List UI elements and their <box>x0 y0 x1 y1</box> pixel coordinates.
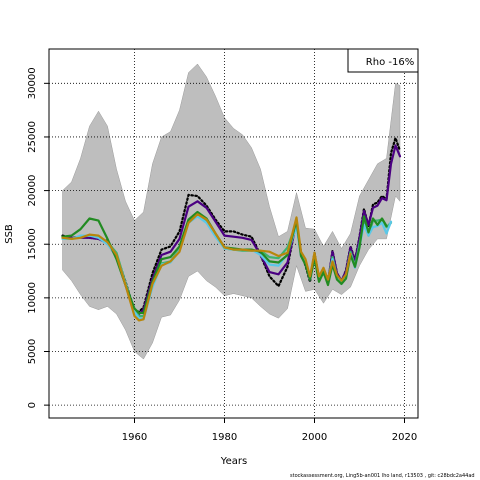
y-tick-label: 20000 <box>27 175 38 207</box>
footer-note: stockassessment.org, Ling5b-an001 lho la… <box>290 473 475 479</box>
y-tick-label: 30000 <box>27 67 38 99</box>
plot-frame <box>48 48 419 419</box>
series-line-5 <box>61 210 388 314</box>
y-tick-label: 5000 <box>27 339 38 364</box>
series-layer <box>61 136 402 322</box>
ticks-layer: 1960 1980 2000 2020 0 5000 10000 15000 20000 2500… <box>27 67 417 443</box>
y-axis-label: SSB <box>4 224 15 244</box>
confidence-band <box>62 63 401 360</box>
confidence-band-layer <box>62 63 401 360</box>
x-axis-label: Years <box>220 456 247 467</box>
y-tick-label: 25000 <box>27 121 38 153</box>
legend-text: Rho -16% <box>366 57 414 68</box>
x-tick-label: 1960 <box>122 432 147 443</box>
y-tick-label: 0 <box>27 402 38 408</box>
y-tick-label: 15000 <box>27 228 38 260</box>
series-line-6 <box>61 213 352 322</box>
x-tick-label: 1980 <box>212 432 237 443</box>
legend: Rho -16% <box>347 48 419 73</box>
x-tick-label: 2000 <box>302 432 327 443</box>
y-tick-label: 10000 <box>27 282 38 314</box>
legend-box <box>347 48 419 73</box>
x-tick-label: 2020 <box>392 432 417 443</box>
